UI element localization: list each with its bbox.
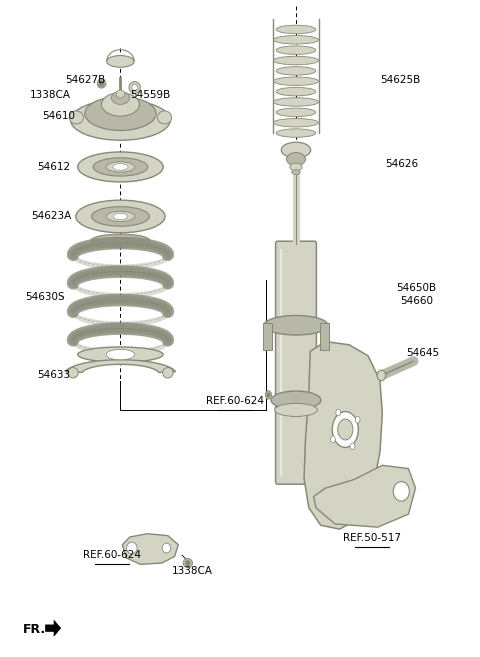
Text: 54633: 54633: [37, 371, 71, 380]
FancyBboxPatch shape: [276, 241, 316, 484]
Ellipse shape: [129, 81, 140, 93]
Text: 54650B: 54650B: [396, 283, 436, 293]
Ellipse shape: [71, 100, 170, 140]
Polygon shape: [313, 465, 416, 527]
Text: 54627B: 54627B: [66, 75, 106, 85]
Bar: [320, 323, 329, 350]
Ellipse shape: [271, 391, 321, 409]
Polygon shape: [46, 620, 60, 636]
Ellipse shape: [267, 393, 270, 397]
Ellipse shape: [183, 558, 192, 568]
Ellipse shape: [132, 84, 137, 91]
Text: 54610: 54610: [42, 111, 75, 121]
Ellipse shape: [106, 212, 135, 221]
Ellipse shape: [331, 436, 336, 443]
Ellipse shape: [276, 108, 316, 116]
Ellipse shape: [274, 118, 319, 127]
Ellipse shape: [163, 367, 173, 378]
Text: 54660: 54660: [400, 296, 433, 306]
Ellipse shape: [101, 93, 139, 116]
Ellipse shape: [377, 370, 385, 380]
Ellipse shape: [92, 207, 149, 226]
Ellipse shape: [393, 482, 409, 501]
Ellipse shape: [281, 142, 311, 158]
Ellipse shape: [85, 97, 156, 131]
Text: 54630S: 54630S: [25, 292, 65, 302]
Ellipse shape: [276, 87, 316, 96]
Text: 54625B: 54625B: [380, 75, 420, 85]
Ellipse shape: [287, 152, 305, 166]
Polygon shape: [304, 342, 383, 529]
Ellipse shape: [113, 164, 128, 170]
Ellipse shape: [338, 419, 353, 440]
Text: REF.60-624: REF.60-624: [83, 550, 141, 560]
Bar: [263, 323, 272, 350]
Polygon shape: [122, 533, 179, 564]
Ellipse shape: [274, 35, 319, 44]
Text: REF.50-517: REF.50-517: [343, 533, 401, 543]
Text: 54623A: 54623A: [31, 212, 72, 221]
Polygon shape: [65, 360, 176, 373]
Ellipse shape: [113, 213, 128, 219]
Ellipse shape: [275, 403, 317, 417]
Text: 1338CA: 1338CA: [30, 90, 71, 101]
Text: 54612: 54612: [37, 162, 71, 172]
Ellipse shape: [290, 163, 302, 171]
Ellipse shape: [116, 90, 125, 98]
Ellipse shape: [276, 25, 316, 34]
Ellipse shape: [336, 409, 341, 416]
Text: 54559B: 54559B: [130, 90, 170, 101]
Ellipse shape: [69, 111, 84, 124]
Text: 54626: 54626: [385, 160, 418, 170]
Ellipse shape: [332, 411, 359, 447]
Ellipse shape: [265, 391, 272, 399]
Ellipse shape: [157, 111, 172, 124]
Ellipse shape: [292, 170, 300, 175]
Ellipse shape: [274, 57, 319, 65]
Ellipse shape: [78, 347, 163, 362]
Ellipse shape: [106, 350, 135, 360]
Ellipse shape: [127, 542, 137, 554]
Ellipse shape: [274, 98, 319, 106]
Ellipse shape: [78, 152, 163, 182]
Ellipse shape: [276, 46, 316, 55]
Ellipse shape: [76, 200, 165, 233]
Ellipse shape: [106, 162, 135, 172]
Text: FR.: FR.: [23, 623, 46, 636]
Ellipse shape: [355, 417, 360, 423]
Text: REF.60-624: REF.60-624: [206, 396, 264, 407]
Text: 1338CA: 1338CA: [172, 566, 213, 576]
Ellipse shape: [276, 66, 316, 75]
Ellipse shape: [274, 77, 319, 85]
Ellipse shape: [185, 560, 190, 566]
Ellipse shape: [97, 79, 106, 88]
Ellipse shape: [162, 543, 171, 553]
Ellipse shape: [91, 234, 150, 247]
Ellipse shape: [111, 91, 130, 104]
Ellipse shape: [107, 56, 134, 67]
Ellipse shape: [264, 315, 328, 335]
Ellipse shape: [93, 158, 148, 176]
Ellipse shape: [68, 367, 78, 378]
Ellipse shape: [350, 443, 355, 449]
Ellipse shape: [99, 81, 104, 86]
Ellipse shape: [276, 129, 316, 137]
Text: 54645: 54645: [406, 348, 439, 358]
